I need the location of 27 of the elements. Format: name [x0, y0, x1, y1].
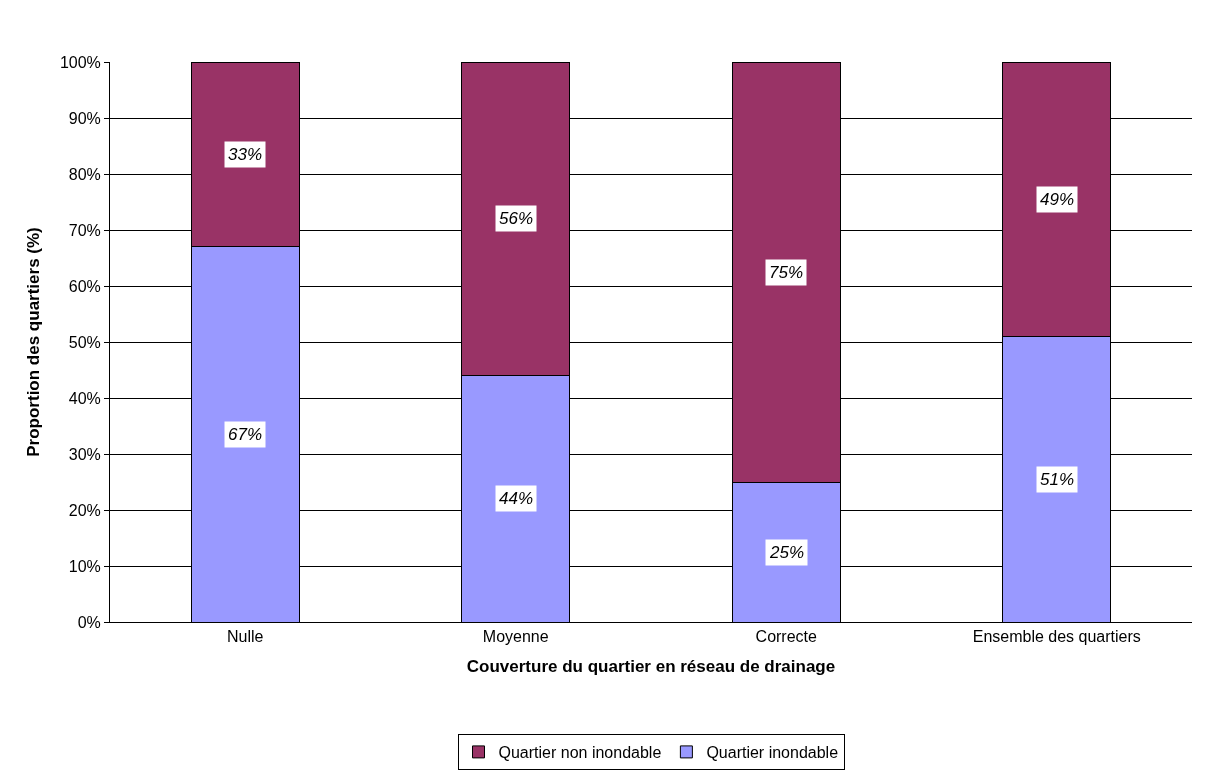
y-tick-label: 30% — [68, 445, 101, 463]
data-label: 44% — [499, 489, 534, 508]
y-axis-title: Proportion des quartiers (%) — [24, 227, 44, 457]
y-tick-label: 40% — [68, 389, 101, 407]
data-label: 51% — [1040, 470, 1075, 489]
y-tick-label: 0% — [77, 613, 101, 631]
y-tick-label: 80% — [68, 165, 101, 183]
y-tick-label: 60% — [68, 277, 101, 295]
x-tick-label: Moyenne — [482, 628, 549, 646]
x-tick-label: Nulle — [227, 628, 264, 646]
x-tick-label: Correcte — [755, 628, 818, 646]
legend-label: Quartier inondable — [706, 744, 839, 762]
y-tick-label: 50% — [68, 333, 101, 351]
data-label: 67% — [228, 425, 263, 444]
data-label: 56% — [499, 209, 534, 228]
y-tick-label: 10% — [68, 557, 101, 575]
x-axis-title: Couverture du quartier en réseau de drainage — [466, 656, 836, 676]
legend-label: Quartier non inondable — [498, 744, 662, 762]
y-tick-label: 20% — [68, 501, 101, 519]
y-tick-label: 100% — [59, 53, 101, 71]
y-tick-label: 90% — [68, 109, 101, 127]
data-label: 75% — [769, 263, 804, 282]
data-label: 25% — [769, 543, 805, 562]
y-tick-label: 70% — [68, 221, 101, 239]
x-tick-label: Ensemble des quartiers — [972, 628, 1141, 646]
data-label: 49% — [1040, 190, 1075, 209]
data-label: 33% — [228, 145, 263, 164]
